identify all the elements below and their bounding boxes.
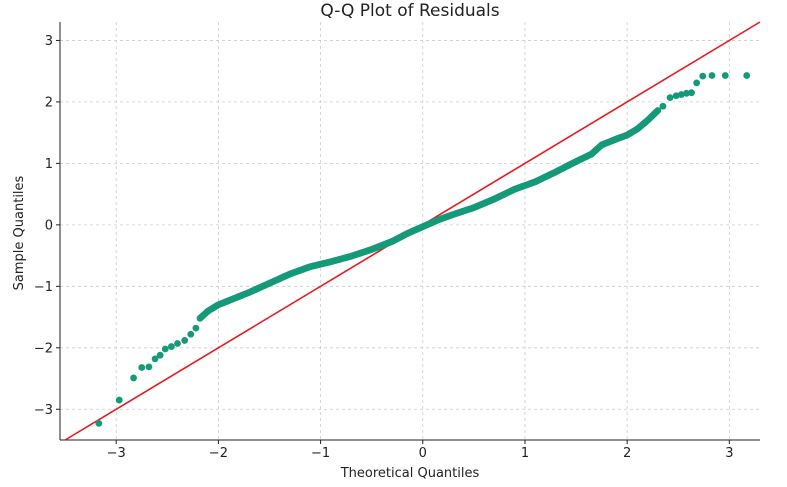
data-point (708, 72, 716, 79)
y-tick-label-1: −2 (34, 341, 53, 356)
data-point (672, 92, 680, 100)
data-point (174, 340, 181, 347)
x-axis-label: Theoretical Quantiles (340, 466, 480, 481)
data-point (145, 363, 153, 371)
data-point (167, 343, 175, 350)
x-tick-label-5: 2 (623, 446, 631, 461)
y-tick-label-4: 1 (45, 157, 53, 172)
data-point (659, 102, 667, 110)
data-points (95, 72, 751, 427)
y-axis-label: Sample Quantiles (12, 175, 27, 290)
y-tick-label-5: 2 (45, 95, 53, 110)
x-tick-label-3: 0 (419, 446, 427, 461)
data-point (666, 94, 674, 102)
data-point (181, 337, 189, 344)
y-tick-label-3: 0 (45, 218, 53, 233)
data-point (138, 364, 146, 371)
x-tick-label-4: 1 (521, 446, 529, 461)
data-point (192, 324, 200, 332)
data-point (688, 89, 695, 97)
y-tick-label-0: −3 (34, 403, 53, 418)
data-point (677, 91, 685, 98)
data-point (654, 107, 662, 114)
x-tick-label-0: −3 (107, 446, 126, 461)
data-point (151, 355, 159, 363)
data-point (683, 89, 690, 97)
x-tick-label-2: −1 (311, 446, 330, 461)
data-point (743, 72, 751, 79)
y-tick-label-2: −1 (34, 280, 53, 295)
data-point (161, 345, 169, 353)
data-point (95, 420, 103, 427)
data-point (187, 330, 195, 338)
grid (60, 22, 760, 440)
data-point (156, 351, 164, 359)
x-tick-label-1: −2 (209, 446, 228, 461)
data-point (721, 72, 729, 79)
chart-title: Q-Q Plot of Residuals (320, 1, 499, 21)
data-point (130, 374, 137, 382)
data-point (115, 396, 123, 404)
x-tick-label-6: 3 (725, 446, 733, 461)
axis-ticks: −3 −2 −1 0 1 2 3 −3 −2 −1 0 1 2 3 (34, 34, 734, 461)
data-point (699, 72, 707, 80)
y-tick-label-6: 3 (45, 34, 53, 49)
data-point (693, 79, 701, 87)
axes-spines (59, 22, 760, 441)
